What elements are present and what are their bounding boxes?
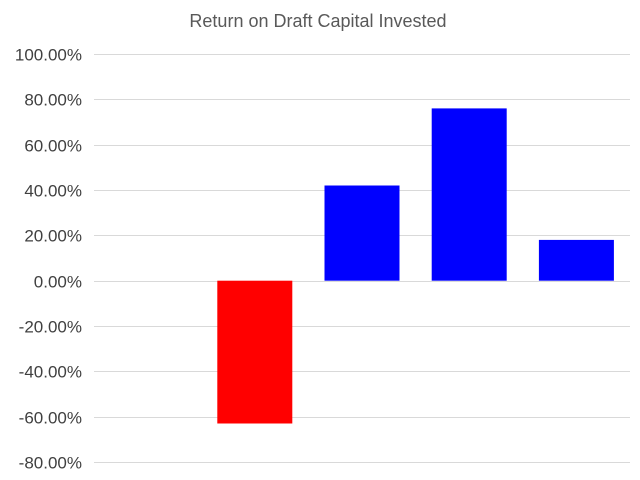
- y-tick-label: 80.00%: [24, 91, 82, 110]
- y-tick-label: 0.00%: [34, 273, 82, 292]
- y-tick-label: 100.00%: [15, 46, 82, 65]
- bar-4: [431, 108, 507, 281]
- y-tick-label: 40.00%: [24, 182, 82, 201]
- bars: [217, 108, 614, 424]
- y-tick-label: 60.00%: [24, 137, 82, 156]
- y-axis-tick-labels: 100.00% 80.00% 60.00% 40.00% 20.00% 0.00% -20.…: [15, 46, 82, 473]
- y-tick-label: -60.00%: [19, 409, 82, 428]
- bar-3: [324, 185, 400, 281]
- y-tick-label: 20.00%: [24, 227, 82, 246]
- bar-5: [538, 239, 614, 281]
- chart-title: Return on Draft Capital Invested: [189, 11, 446, 31]
- bar-2: [217, 280, 293, 424]
- y-tick-label: -20.00%: [19, 318, 82, 337]
- y-tick-label: -80.00%: [19, 454, 82, 473]
- y-tick-label: -40.00%: [19, 363, 82, 382]
